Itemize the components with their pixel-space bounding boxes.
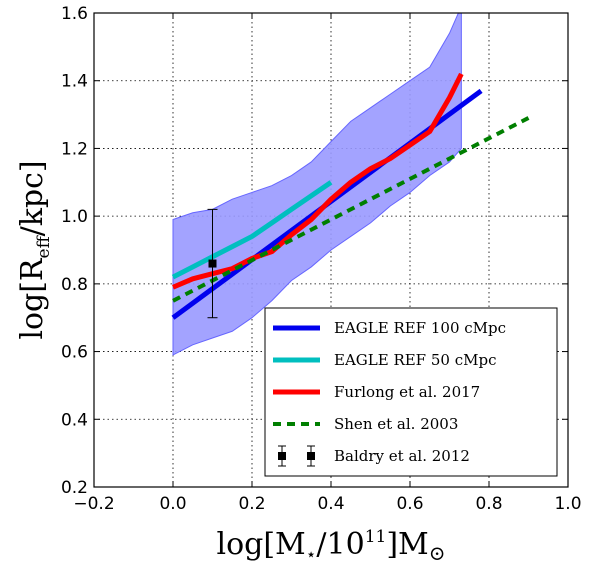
x-tick-label: 0.4: [317, 494, 344, 514]
series-line: [172, 116, 530, 303]
legend-label: Baldry et al. 2012: [334, 447, 470, 465]
series-line: [171, 180, 333, 280]
y-tick-label: 0.8: [61, 275, 88, 295]
x-tick-labels: −0.2 0.0 0.2 0.4 0.6 0.8 1.0: [73, 494, 581, 514]
series-line: [172, 72, 464, 290]
x-tick-label: −0.2: [73, 494, 114, 514]
errorbar-marker: [208, 259, 217, 268]
errorbar-points: [207, 208, 218, 319]
x-tick-label: 0.2: [238, 494, 265, 514]
y-tick-label: 1.4: [61, 72, 88, 92]
scatter-band-area: [172, 13, 462, 356]
y-tick-label: 0.2: [61, 478, 88, 498]
legend-label: EAGLE REF 50 cMpc: [334, 351, 496, 369]
scatter-band: [172, 13, 462, 356]
y-tick-labels: 0.2 0.4 0.6 0.8 1.0 1.2 1.4 1.6: [61, 4, 88, 498]
legend: EAGLE REF 100 cMpc EAGLE REF 50 cMpc Furlo…: [264, 307, 558, 477]
y-tick-label: 0.4: [61, 410, 88, 430]
legend-errorbar-marker: [307, 452, 315, 460]
y-tick-label: 1.0: [61, 207, 88, 227]
ticks: [93, 12, 569, 488]
y-tick-label: 1.6: [61, 4, 88, 24]
legend-label: EAGLE REF 100 cMpc: [334, 319, 506, 337]
legend-label: Shen et al. 2003: [334, 415, 458, 433]
x-tick-label: 0.8: [475, 494, 502, 514]
y-axis-label: log[Reff/kpc]: [15, 160, 54, 339]
x-axis-label: log[M⋆/1011]M⊙: [216, 527, 445, 565]
x-tick-label: 1.0: [554, 494, 581, 514]
legend-errorbar-marker: [278, 452, 286, 460]
y-tick-label: 1.2: [61, 139, 88, 159]
x-tick-label: 0.0: [159, 494, 186, 514]
x-tick-label: 0.6: [396, 494, 423, 514]
y-tick-label: 0.6: [61, 343, 88, 363]
series-lines: [171, 72, 530, 320]
legend-label: Furlong et al. 2017: [334, 383, 480, 401]
